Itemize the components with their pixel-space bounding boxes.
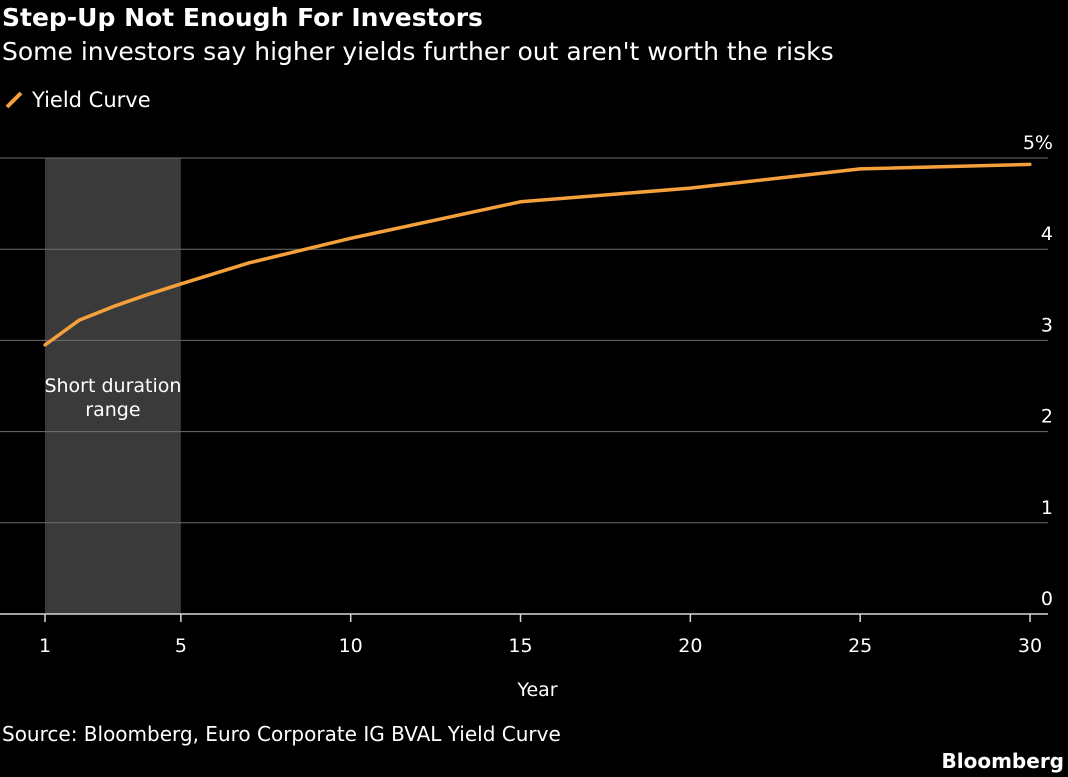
data-point-3	[111, 305, 115, 309]
data-point-7	[247, 261, 251, 265]
x-tick-label-1: 1	[39, 635, 51, 657]
data-point-10	[349, 236, 353, 240]
y-tick-label-0: 0	[1041, 588, 1053, 610]
data-point-2	[77, 318, 81, 322]
series-line-yield-curve	[43, 162, 1031, 347]
y-tick-label-1: 1	[1041, 497, 1053, 519]
x-tick-label-20: 20	[678, 635, 702, 657]
y-tick-label-5: 5%	[1023, 132, 1053, 154]
source-note: Source: Bloomberg, Euro Corporate IG BVA…	[2, 722, 561, 746]
x-tick-label-15: 15	[508, 635, 532, 657]
y-tick-label-2: 2	[1041, 406, 1053, 428]
x-tick-label-5: 5	[175, 635, 187, 657]
x-axis-title: Year	[516, 679, 557, 701]
data-point-20	[688, 186, 692, 190]
chart-title: Step-Up Not Enough For Investors	[2, 3, 483, 32]
x-tick-label-30: 30	[1018, 635, 1042, 657]
legend: Yield Curve	[4, 86, 151, 114]
y-tick-label-3: 3	[1041, 314, 1053, 336]
data-point-4	[145, 293, 149, 297]
bloomberg-logo: Bloomberg	[941, 749, 1064, 773]
y-tick-label-4: 4	[1041, 223, 1053, 245]
data-point-1	[43, 343, 47, 347]
data-point-25	[858, 167, 862, 171]
data-point-30	[1028, 162, 1032, 166]
short-duration-band	[45, 158, 181, 614]
data-point-15	[518, 200, 523, 204]
legend-label-yield-curve: Yield Curve	[32, 88, 151, 112]
data-point-5	[179, 282, 183, 286]
line-swatch-icon	[5, 91, 23, 109]
short-duration-label-line-2: range	[85, 399, 140, 421]
x-tick-label-10: 10	[339, 635, 363, 657]
x-tick-label-25: 25	[848, 635, 872, 657]
short-duration-label-line-1: Short duration	[44, 375, 181, 397]
chart-subtitle: Some investors say higher yields further…	[2, 37, 834, 66]
